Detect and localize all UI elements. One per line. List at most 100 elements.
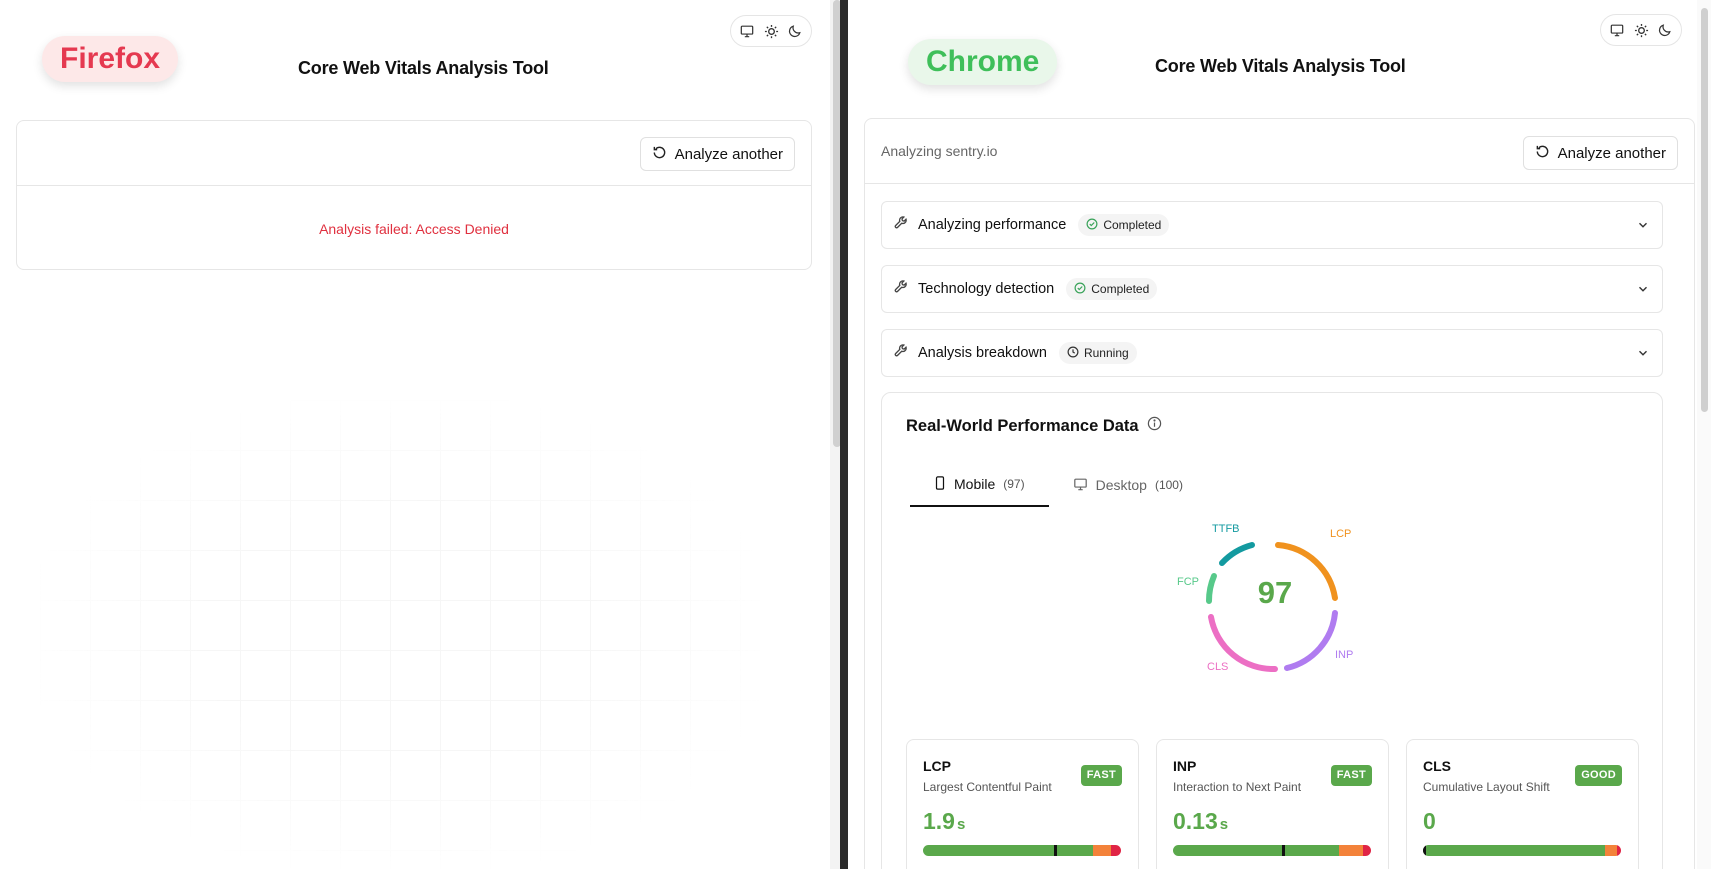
overall-score: 97 xyxy=(1257,575,1293,610)
bar-good xyxy=(1423,845,1606,856)
metric-rating-badge: FAST xyxy=(1080,765,1122,786)
metric-distribution-bar xyxy=(923,845,1121,856)
status-text: Completed xyxy=(1103,218,1162,232)
chrome-label: Chrome xyxy=(908,39,1058,85)
bar-poor xyxy=(1617,845,1621,856)
donut-segment-fcp xyxy=(1205,573,1217,604)
right-scrollbar[interactable] xyxy=(1701,8,1708,412)
chrome-pane: Chrome Core Web Vitals Analysis Tool Ana… xyxy=(848,0,1711,869)
accordion-technology-detection[interactable]: Technology detection Completed xyxy=(881,265,1663,313)
donut-label-lcp: LCP xyxy=(1330,528,1352,540)
analyze-another-button[interactable]: Analyze another xyxy=(1522,136,1678,170)
tab-mobile[interactable]: Mobile (97) xyxy=(910,463,1049,507)
metric-rating-badge: FAST xyxy=(1330,765,1372,786)
metric-distribution-bar xyxy=(1173,845,1371,856)
metric-description: Interaction to Next Paint xyxy=(1173,780,1302,794)
wrench-icon xyxy=(894,215,909,235)
info-icon[interactable] xyxy=(1147,416,1162,436)
status-badge: Completed xyxy=(1066,278,1158,300)
accordion-analysis-breakdown[interactable]: Analysis breakdown Running xyxy=(881,329,1663,377)
bar-needs-improvement xyxy=(1093,845,1112,856)
mobile-icon xyxy=(934,475,946,493)
grid-background xyxy=(40,400,760,869)
bar-marker xyxy=(1281,845,1285,856)
refresh-icon xyxy=(1535,144,1550,163)
error-message: Analysis failed: Access Denied xyxy=(319,221,509,237)
performance-title: Real-World Performance Data xyxy=(906,416,1162,436)
analysis-card: Analyzing sentry.io Analyze another Anal… xyxy=(864,118,1695,869)
metric-distribution-bar xyxy=(1423,845,1621,856)
bar-marker xyxy=(1053,845,1057,856)
bar-good xyxy=(1173,845,1340,856)
page-title: Core Web Vitals Analysis Tool xyxy=(1155,56,1406,76)
analyze-another-button[interactable]: Analyze another xyxy=(639,137,795,171)
metric-value-number: 1.9 xyxy=(923,808,955,834)
accordion-label: Analysis breakdown xyxy=(918,345,1047,361)
status-text: Completed xyxy=(1091,282,1150,296)
device-tabs: Mobile (97) Desktop (100) xyxy=(910,463,1207,507)
firefox-pane: Firefox Core Web Vitals Analysis Tool An… xyxy=(0,0,830,869)
donut-label-cls: CLS xyxy=(1207,661,1229,673)
bar-poor xyxy=(1111,845,1121,856)
metric-value-unit: s xyxy=(956,816,966,833)
metric-name: INP xyxy=(1173,758,1197,774)
donut-segment-inp xyxy=(1284,610,1338,671)
tab-count: (100) xyxy=(1154,478,1183,492)
analyzing-text: Analyzing sentry.io xyxy=(881,143,998,159)
analysis-card: Analyze another Analysis failed: Access … xyxy=(16,120,812,270)
wrench-icon xyxy=(894,279,909,299)
tab-label: Mobile xyxy=(954,476,996,492)
donut-label-fcp: FCP xyxy=(1177,576,1199,588)
clock-icon xyxy=(1067,346,1079,361)
status-text: Running xyxy=(1083,346,1129,360)
sun-icon[interactable] xyxy=(1633,22,1649,38)
donut-svg xyxy=(1205,542,1338,673)
metric-value: 0 xyxy=(1423,808,1438,835)
chevron-down-icon xyxy=(1636,346,1650,365)
metric-description: Cumulative Layout Shift xyxy=(1423,780,1550,794)
donut-segment-lcp xyxy=(1275,542,1338,601)
moon-icon[interactable] xyxy=(787,23,803,39)
bar-needs-improvement xyxy=(1339,845,1364,856)
left-scrollbar[interactable] xyxy=(833,0,841,447)
analyze-another-label: Analyze another xyxy=(674,145,783,163)
donut-label-inp: INP xyxy=(1335,649,1354,661)
tab-count: (97) xyxy=(1003,477,1025,491)
monitor-icon[interactable] xyxy=(739,23,755,39)
divider-bar xyxy=(840,0,848,869)
score-donut: LCP INP CLS FCP TTFB 97 xyxy=(1147,513,1397,688)
check-circle-icon xyxy=(1086,218,1098,233)
card-header: Analyze another xyxy=(17,121,811,186)
donut-segment-ttfb xyxy=(1219,542,1255,566)
right-scrollbar-track xyxy=(1697,0,1711,869)
chevron-down-icon xyxy=(1636,282,1650,301)
sun-icon[interactable] xyxy=(763,23,779,39)
metric-value-number: 0 xyxy=(1423,808,1436,834)
tab-desktop[interactable]: Desktop (100) xyxy=(1049,463,1207,507)
wrench-icon xyxy=(894,343,909,363)
card-header: Analyzing sentry.io Analyze another xyxy=(865,119,1694,184)
metric-name: LCP xyxy=(923,758,951,774)
pane-divider xyxy=(830,0,848,869)
monitor-icon xyxy=(1073,477,1088,494)
bar-poor xyxy=(1363,845,1371,856)
real-world-performance-card: Real-World Performance Data Mobile (97) … xyxy=(881,392,1663,869)
metric-card-lcp: LCP Largest Contentful Paint FAST 1.9 s xyxy=(906,739,1139,869)
performance-title-text: Real-World Performance Data xyxy=(906,416,1139,435)
metric-description: Largest Contentful Paint xyxy=(923,780,1052,794)
moon-icon[interactable] xyxy=(1657,22,1673,38)
donut-segment-cls xyxy=(1208,614,1278,673)
bar-needs-improvement xyxy=(1605,845,1618,856)
page-title: Core Web Vitals Analysis Tool xyxy=(298,58,549,78)
bar-marker xyxy=(1423,845,1426,856)
monitor-icon[interactable] xyxy=(1609,22,1625,38)
metric-name: CLS xyxy=(1423,758,1451,774)
status-badge: Completed xyxy=(1078,214,1170,236)
theme-switcher xyxy=(730,15,812,47)
metric-value-number: 0.13 xyxy=(1173,808,1218,834)
accordion-label: Analyzing performance xyxy=(918,217,1067,233)
accordion-label: Technology detection xyxy=(918,281,1055,297)
accordion-analyzing-performance[interactable]: Analyzing performance Completed xyxy=(881,201,1663,249)
check-circle-icon xyxy=(1074,282,1086,297)
